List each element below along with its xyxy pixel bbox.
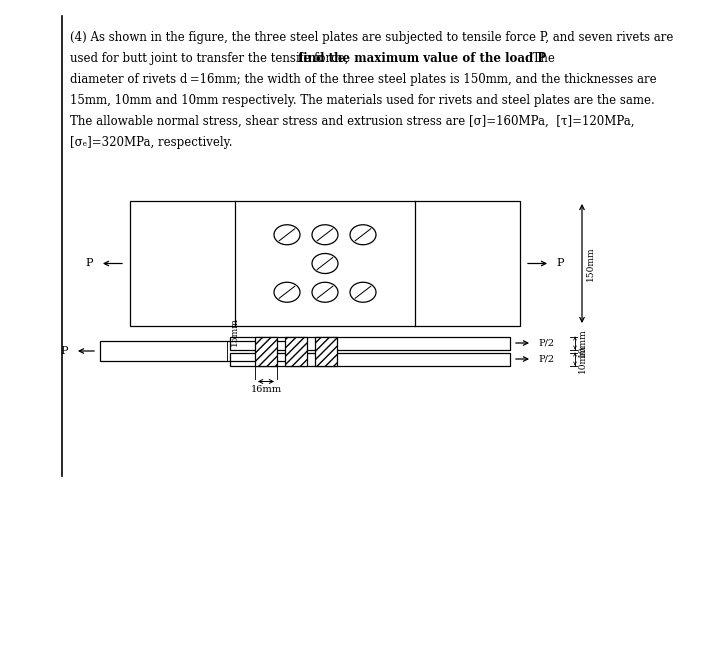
Text: P: P [86, 258, 93, 268]
Text: diameter of rivets d =16mm; the width of the three steel plates is 150mm, and th: diameter of rivets d =16mm; the width of… [70, 73, 657, 86]
Bar [230, 337, 510, 350]
Bar [315, 337, 337, 365]
Text: used for butt joint to transfer the tensile force,: used for butt joint to transfer the tens… [70, 52, 352, 65]
Bar [230, 352, 510, 365]
Text: P/2: P/2 [538, 354, 554, 363]
Text: find the maximum value of the load P: find the maximum value of the load P [298, 52, 546, 65]
Text: 15mm: 15mm [230, 317, 239, 346]
Text: 15mm, 10mm and 10mm respectively. The materials used for rivets and steel plates: 15mm, 10mm and 10mm respectively. The ma… [70, 94, 654, 107]
Text: [σₑ]=320MPa, respectively.: [σₑ]=320MPa, respectively. [70, 136, 233, 149]
Text: The allowable normal stress, shear stress and extrusion stress are [σ]=160MPa,  : The allowable normal stress, shear stres… [70, 115, 634, 128]
Text: (4) As shown in the figure, the three steel plates are subjected to tensile forc: (4) As shown in the figure, the three st… [70, 31, 673, 44]
Text: 10mm: 10mm [578, 329, 587, 358]
Text: . The: . The [525, 52, 555, 65]
Bar [285, 337, 307, 365]
Bar [255, 337, 277, 365]
Text: 150mm: 150mm [586, 246, 595, 281]
Text: P/2: P/2 [538, 338, 554, 348]
Bar [100, 341, 305, 361]
Text: P: P [60, 346, 68, 356]
Text: P: P [556, 258, 564, 268]
Bar [130, 201, 520, 326]
Text: 16mm: 16mm [251, 384, 282, 394]
Text: 10mm: 10mm [578, 344, 587, 373]
